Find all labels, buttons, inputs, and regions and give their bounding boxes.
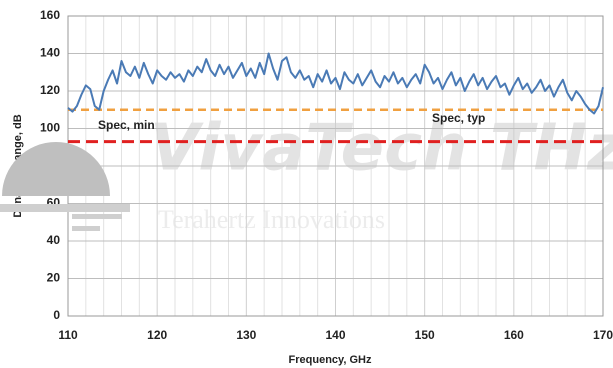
reference-label: Spec, typ [432,111,485,125]
x-axis-title: Frequency, GHz [289,354,372,366]
y-tick-label: 100 [40,121,60,135]
y-tick-label: 120 [40,83,60,97]
sun-ray [72,226,100,231]
sun-icon [2,142,110,196]
x-tick-label: 170 [593,328,613,342]
x-tick-label: 150 [415,328,435,342]
reference-label: Spec, min [98,118,155,132]
x-tick-label: 160 [504,328,524,342]
sun-ray [72,214,122,219]
y-tick-label: 160 [40,8,60,22]
watermark-subtitle: Terahertz Innovations [158,205,385,234]
y-tick-label: 0 [53,308,60,322]
y-tick-label: 40 [47,233,61,247]
data-line [67,52,604,115]
y-tick-label: 20 [47,271,61,285]
x-tick-label: 130 [236,328,256,342]
y-tick-label: 140 [40,46,60,60]
sun-ray [0,204,130,212]
watermark: VivaTech THz [150,112,613,186]
x-tick-label: 140 [325,328,345,342]
x-tick-label: 110 [58,328,78,342]
x-tick-label: 120 [147,328,167,342]
